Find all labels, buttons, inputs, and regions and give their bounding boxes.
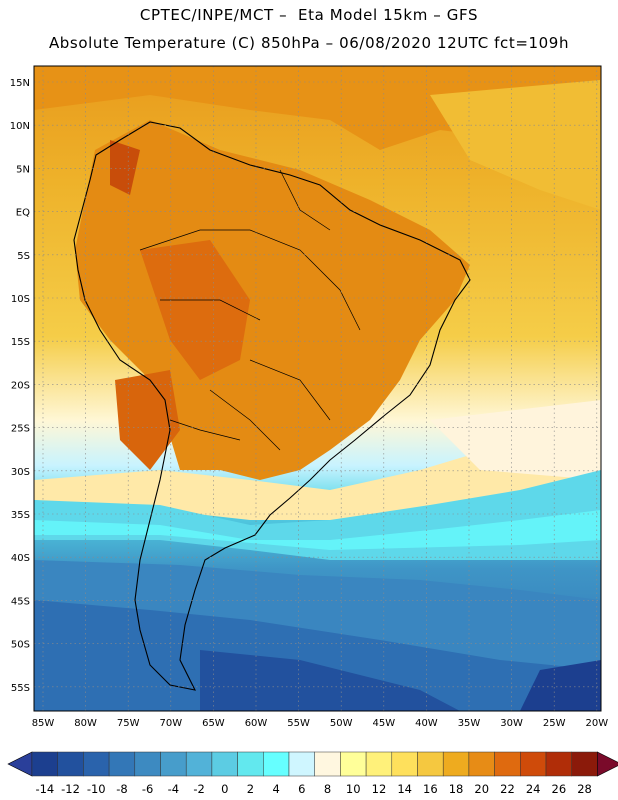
colorbar-label: 16 [423,782,438,796]
colorbar-swatch [31,751,58,777]
colorbar-label: 2 [247,782,254,796]
coastline [73,121,471,691]
colorbar-label: -6 [142,782,153,796]
lat-label: EQ [16,208,30,219]
lat-label: 35S [11,510,30,521]
colorbar-label: -2 [193,782,204,796]
colorbar-swatch [417,751,444,777]
lon-label: 85W [32,718,55,729]
lon-label: 60W [245,718,268,729]
colorbar-label: -4 [168,782,179,796]
lat-label: 5N [16,164,30,175]
lon-label: 70W [159,718,182,729]
lat-label: 20S [11,380,30,391]
lat-lon-grid [34,66,601,711]
colorbar-label: 0 [221,782,228,796]
lat-label: 25S [11,424,30,435]
colorbar-label: 12 [372,782,387,796]
colorbar-swatch [442,751,470,777]
lon-label: 20W [585,718,608,729]
colorbar-swatch [365,751,393,777]
colorbar-swatch [108,751,136,777]
lon-label: 80W [74,718,97,729]
colorbar-swatch [571,751,598,777]
lat-label: 10S [11,294,30,305]
lat-label: 55S [11,683,30,694]
colorbar-swatch [134,751,161,777]
colorbar-swatch [211,751,238,777]
temperature-field [34,66,601,711]
colorbar-swatch [468,751,495,777]
colorbar-swatch [57,751,84,777]
colorbar-swatch [314,751,341,777]
colorbar-swatch [263,751,290,777]
lon-label: 40W [415,718,438,729]
lat-label: 10N [10,121,30,132]
colorbar-label: 22 [500,782,515,796]
colorbar-swatch [83,751,110,777]
map-frame [33,65,602,712]
colorbar: -14 -12 -10 -8 -6 -4 -2 0 2 4 6 8 10 12 14 16 18 20 22 24 26… [7,751,618,796]
lon-label: 55W [287,718,310,729]
lat-label: 40S [11,553,30,564]
colorbar-swatch [160,751,187,777]
colorbar-label: 14 [397,782,412,796]
lon-label: 45W [372,718,395,729]
colorbar-over-arrow [597,751,618,777]
colorbar-label: 6 [298,782,305,796]
colorbar-under-arrow [7,751,33,777]
lat-label: 5S [17,251,30,262]
colorbar-swatch [520,751,547,777]
map-subtitle: Absolute Temperature (C) 850hPa – 06/08/… [48,34,570,52]
colorbar-swatch [391,751,418,777]
colorbar-swatch [237,751,264,777]
country-borders [139,169,361,451]
lat-label: 15S [11,337,30,348]
colorbar-label: -10 [87,782,106,796]
colorbar-label: -14 [35,782,54,796]
lon-label: 50W [330,718,353,729]
colorbar-label: 18 [449,782,464,796]
map-title: CPTEC/INPE/MCT – Eta Model 15km – GFS [139,6,479,24]
lat-label: 15N [10,78,30,89]
lon-label: 30W [500,718,523,729]
longitude-labels: 85W 80W 75W 70W 65W 60W 55W 50W 45W 40W 35W 30W 25W 2… [32,718,609,729]
colorbar-swatch [340,751,367,777]
lat-label: 30S [11,467,30,478]
colorbar-label: 28 [577,782,592,796]
colorbar-label: 20 [474,782,489,796]
lon-label: 75W [117,718,140,729]
lon-label: 65W [202,718,225,729]
colorbar-label: -8 [116,782,127,796]
colorbar-label: 4 [272,782,279,796]
colorbar-label: -12 [61,782,80,796]
colorbar-swatch [545,751,572,777]
lat-label: 45S [11,596,30,607]
colorbar-label: 24 [526,782,541,796]
lon-label: 25W [543,718,566,729]
lon-label: 35W [458,718,481,729]
colorbar-swatch [185,751,213,777]
lat-label: 50S [11,640,30,651]
latitude-labels: 15N 10N 5N EQ 5S 10S 15S 20S 25S 30S 35S 40S 45S 50S 5… [10,78,30,694]
colorbar-swatch [288,751,315,777]
colorbar-label: 10 [346,782,361,796]
colorbar-label: 26 [552,782,567,796]
colorbar-swatch [494,751,521,777]
colorbar-label: 8 [324,782,331,796]
